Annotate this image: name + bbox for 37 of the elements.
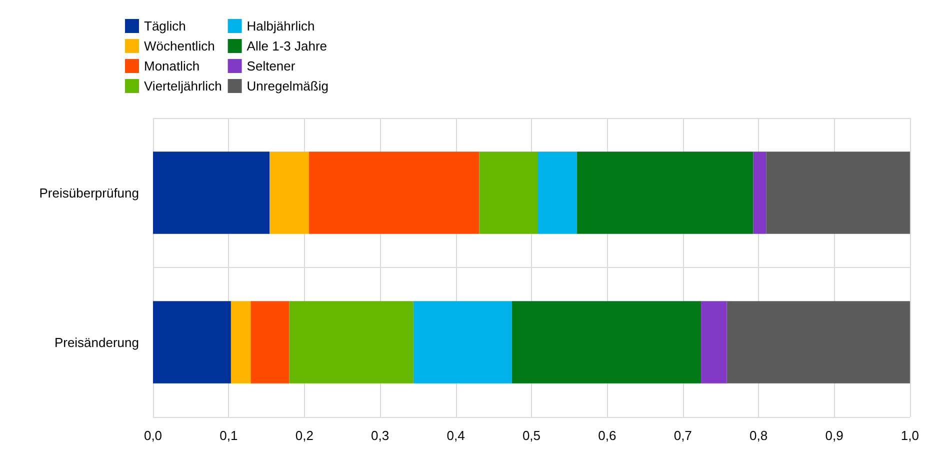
bar <box>576 152 754 234</box>
bar <box>153 152 270 234</box>
legend-label: Unregelmäßig <box>246 78 328 94</box>
x-tick-label: 0,3 <box>371 428 390 443</box>
legend-label: Alle 1-3 Jahre <box>246 38 328 54</box>
bar <box>270 152 309 234</box>
x-tick-label: 0,5 <box>522 428 541 443</box>
x-tick-label: 0,6 <box>598 428 616 443</box>
bar <box>701 301 727 384</box>
legend-label: Wöchentlich <box>144 38 215 54</box>
x-tick-label: 0,9 <box>825 428 844 443</box>
bar <box>753 152 766 234</box>
bar <box>250 301 290 384</box>
x-tick-label: 0,0 <box>144 428 162 443</box>
bar <box>479 152 538 234</box>
legend-label: Halbjährlich <box>246 18 315 34</box>
legend-label: Täglich <box>144 18 186 34</box>
bar <box>538 152 577 234</box>
bar <box>512 301 702 384</box>
bar <box>413 301 512 384</box>
y-tick-label: Preisänderung <box>54 334 139 350</box>
legend-label: Monatlich <box>144 58 200 74</box>
bar <box>726 301 910 384</box>
legend-label: Vierteljährlich <box>144 78 222 94</box>
x-tick-label: 0,1 <box>220 428 238 443</box>
x-tick-label: 0,4 <box>446 428 465 443</box>
legend-label: Seltener <box>246 58 296 74</box>
x-tick-label: 0,2 <box>295 428 314 443</box>
bar <box>766 152 910 234</box>
bar <box>289 301 414 384</box>
bar <box>230 301 251 384</box>
x-tick-label: 0,8 <box>750 428 768 443</box>
x-tick-label: 0,7 <box>674 428 692 443</box>
x-tick-label: 1,0 <box>900 428 920 443</box>
bar <box>153 301 231 384</box>
bar <box>308 152 480 234</box>
y-tick-label: Preisüberprüfung <box>39 185 139 200</box>
